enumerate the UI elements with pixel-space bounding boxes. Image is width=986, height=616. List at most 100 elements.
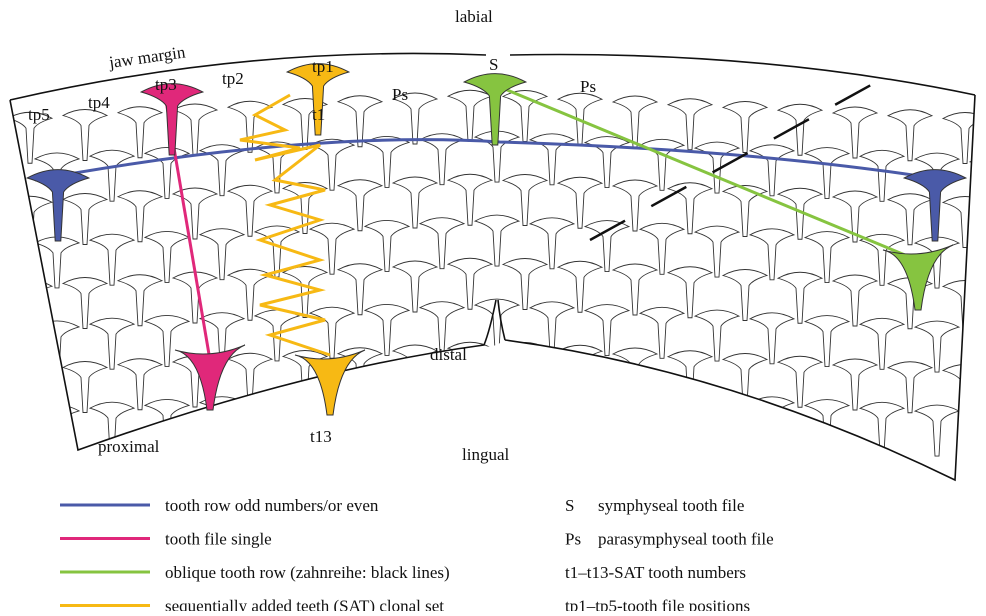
tooth — [831, 274, 879, 327]
label: t1 — [312, 105, 325, 124]
tooth — [638, 306, 686, 359]
tooth — [721, 185, 769, 237]
tooth — [226, 268, 274, 321]
tooth — [913, 320, 961, 373]
abbr-text: t1–t13-SAT tooth numbers — [565, 563, 746, 582]
colored-tooth — [174, 344, 246, 411]
label: distal — [430, 345, 467, 364]
tooth — [748, 228, 796, 281]
tooth — [831, 190, 879, 243]
tooth — [473, 214, 521, 267]
abbr-symbol: Ps — [565, 530, 581, 549]
tooth — [556, 260, 604, 313]
abbr-meaning: symphyseal tooth file — [598, 496, 744, 515]
tooth — [968, 407, 975, 460]
tooth — [363, 387, 411, 440]
tooth — [941, 112, 975, 164]
tooth — [33, 404, 81, 457]
tooth — [418, 301, 466, 354]
tooth — [198, 228, 246, 281]
highlights — [25, 63, 968, 416]
tooth — [88, 317, 136, 370]
tooth — [886, 193, 934, 246]
tooth — [583, 136, 631, 189]
sat-zigzag — [239, 93, 331, 357]
tooth — [638, 222, 686, 275]
label: labial — [455, 7, 493, 26]
tooth — [143, 230, 191, 283]
label: jaw margin — [107, 42, 187, 72]
tooth — [611, 95, 659, 148]
tooth — [336, 263, 384, 316]
tooth — [611, 263, 659, 316]
label: Ps — [580, 77, 596, 96]
tooth — [501, 342, 549, 394]
abbr-meaning: parasymphyseal tooth file — [598, 530, 774, 549]
tooth — [583, 304, 631, 357]
tooth — [913, 404, 961, 457]
tooth — [61, 109, 109, 161]
label: S — [489, 55, 498, 74]
tooth — [198, 144, 246, 197]
tooth — [501, 90, 549, 142]
tooth — [446, 173, 494, 226]
tooth — [308, 138, 356, 191]
jaw-outline — [9, 52, 976, 482]
tooth — [391, 92, 439, 145]
tooth — [886, 109, 934, 162]
tooth — [501, 258, 549, 310]
tooth — [528, 217, 576, 270]
colored-tooth — [882, 244, 954, 311]
tooth — [363, 303, 411, 356]
tooth — [803, 231, 851, 284]
tooth — [666, 350, 714, 403]
tooth — [226, 184, 274, 237]
tooth — [336, 347, 384, 400]
tooth — [418, 217, 466, 270]
tooth — [858, 149, 906, 202]
tooth — [88, 149, 136, 202]
tooth — [446, 89, 494, 142]
tooth — [693, 309, 741, 362]
tooth — [666, 182, 714, 235]
tooth — [501, 174, 549, 226]
colored-tooth — [294, 349, 366, 416]
tooth — [968, 323, 975, 376]
colored-tooth — [25, 169, 91, 242]
tooth — [281, 98, 329, 150]
tooth — [418, 385, 466, 438]
tooth — [88, 233, 136, 286]
legend-label: tooth file single — [165, 530, 272, 549]
tooth — [666, 266, 714, 319]
tooth — [61, 193, 109, 245]
label: t13 — [310, 427, 332, 446]
tooth — [556, 176, 604, 229]
tooth — [116, 358, 164, 411]
label: tp4 — [88, 93, 110, 112]
tooth — [528, 301, 576, 354]
tooth — [528, 385, 576, 438]
tooth — [473, 298, 521, 351]
tooth — [281, 266, 329, 318]
tooth — [226, 352, 274, 405]
tooth — [143, 314, 191, 367]
tooth — [10, 279, 54, 332]
tooth-pattern — [10, 89, 975, 460]
tooth — [858, 401, 906, 454]
label: proximal — [98, 437, 160, 456]
legend-label: oblique tooth row (zahnreihe: black line… — [165, 563, 450, 582]
tooth — [363, 219, 411, 272]
tooth — [776, 355, 824, 408]
tooth — [116, 106, 164, 159]
abbr-text: tp1–tp5-tooth file positions — [565, 597, 750, 612]
tooth — [776, 271, 824, 324]
tooth — [418, 133, 466, 186]
tooth — [803, 315, 851, 368]
tooth — [116, 274, 164, 327]
tooth — [776, 187, 824, 240]
tooth — [693, 225, 741, 278]
tooth — [858, 317, 906, 370]
tooth — [858, 233, 906, 286]
tooth — [171, 187, 219, 240]
